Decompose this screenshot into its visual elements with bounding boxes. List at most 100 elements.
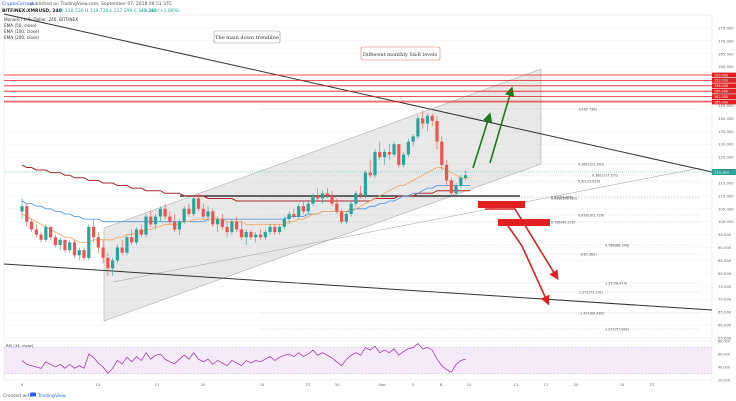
bearish-arrow-2: [507, 225, 550, 306]
candle-body: [87, 226, 91, 258]
candle-body: [292, 213, 296, 217]
fib-label: 0.5(109.465): [551, 195, 574, 199]
price-axis: 55.000 60.000 65.000 70.000 75.000 80.000 85.0…: [718, 25, 734, 340]
rsi-tick-label: 80.000: [718, 339, 730, 343]
sr-tag: [712, 83, 736, 89]
candle-body: [120, 247, 124, 253]
rsi-tick-label: 40.000: [718, 365, 730, 369]
ohlc-values: O 118.530 H 119.720 L 117.290 C 118.380: [60, 8, 157, 14]
x-tick-label: 27: [306, 382, 311, 387]
current-price-tag: [712, 169, 736, 175]
candle-body: [464, 175, 468, 178]
rsi-label: RSI (14, close): [6, 343, 34, 348]
x-tick-label: 17: [544, 382, 549, 387]
candle-body: [111, 260, 115, 269]
sr-tag: [712, 94, 736, 99]
ema50-line: [21, 167, 471, 243]
candle-body: [320, 193, 325, 199]
candle-body: [406, 141, 410, 155]
author-name[interactable]: CryptoCerrant: [2, 1, 34, 7]
candle-body: [411, 136, 415, 142]
bullish-arrow-1: [472, 112, 493, 169]
candle-body: [77, 250, 81, 256]
candle-body: [258, 234, 263, 238]
candle-body: [158, 208, 162, 217]
candle-body: [82, 250, 86, 258]
candle-body: [192, 198, 196, 214]
sr-tag: [712, 99, 736, 105]
candle-body: [187, 208, 191, 214]
candle-body: [277, 226, 282, 233]
y-tick-label: 110.000: [718, 193, 734, 198]
candle-body: [125, 237, 129, 253]
candles: [20, 110, 468, 276]
sr-tag: [712, 88, 736, 94]
candle-body: [34, 229, 38, 235]
rsi-pane: RSI (14, close) 80.000 60.000 40.000 20.000: [3, 339, 730, 382]
candle-body: [316, 195, 320, 199]
candle-body: [173, 221, 177, 230]
candle-body: [149, 216, 153, 225]
current-price-label: 118.380: [714, 171, 730, 175]
y-tick-label: 170.000: [718, 38, 734, 43]
candle-body: [454, 185, 458, 194]
indicator-legend: Monero / U.S. Dollar, 240, BITFINEX EMA …: [4, 17, 78, 40]
legend-ema200: EMA (200, close): [4, 35, 40, 40]
tradingview-brand[interactable]: TradingView: [37, 393, 66, 399]
fib-label: 1.272(73.191): [579, 290, 604, 294]
sr-levels-label: Different monthly S&R levels: [363, 52, 438, 58]
y-tick-label: 65.000: [718, 310, 732, 315]
y-tick-label: 150.000: [718, 90, 734, 95]
fib-label: 1(87.382): [580, 252, 597, 256]
sr-tag-label: 165.000: [714, 100, 728, 104]
legend-ema50: EMA (50, close): [4, 23, 37, 28]
rsi-line: [21, 343, 466, 375]
candle-body: [273, 226, 277, 233]
candle-body: [249, 232, 253, 238]
candle-body: [344, 213, 348, 222]
candle-body: [72, 242, 77, 256]
candle-body: [311, 195, 315, 204]
footer: Created with TradingView: [3, 392, 66, 399]
candle-body: [101, 247, 105, 258]
y-tick-label: 75.000: [718, 284, 732, 289]
candle-body: [325, 193, 329, 196]
sr-tag-label: 159.000: [714, 90, 728, 94]
rsi-tick-label: 60.000: [718, 352, 730, 356]
candle-body: [220, 219, 224, 227]
candle-body: [402, 154, 406, 165]
main-trendline-callout: The main down trendline: [213, 30, 281, 44]
candle-body: [25, 206, 29, 222]
candle-body: [177, 221, 182, 230]
y-tick-label: 175.000: [718, 25, 734, 30]
x-tick-label: 5: [412, 382, 415, 387]
moving-averages: [21, 164, 471, 243]
candle-body: [349, 203, 353, 214]
rsi-band: [4, 347, 712, 374]
publish-info: published on TradingView.com, September …: [30, 1, 172, 7]
sr-tag: [712, 78, 736, 83]
candle-body: [196, 198, 201, 209]
y-tick-label: 120.000: [718, 168, 734, 173]
x-tick-label: 10: [467, 382, 472, 387]
bullish-arrow-2: [489, 86, 515, 164]
candle-body: [435, 120, 439, 142]
candle-body: [134, 229, 139, 243]
candle-body: [263, 232, 267, 238]
y-tick-label: 165.000: [718, 51, 734, 56]
sr-tag: [712, 72, 736, 78]
x-tick-label: 9: [21, 382, 24, 387]
candle-body: [301, 206, 306, 212]
candle-body: [182, 208, 186, 222]
y-tick-label: 70.000: [718, 297, 732, 302]
main-down-trendline: [3, 13, 713, 173]
created-with-label: Created with: [3, 393, 32, 399]
ema200-line: [21, 164, 471, 202]
y-tick-label: 155.000: [718, 77, 734, 82]
x-tick-label: Sep: [378, 382, 386, 387]
y-tick-label: 135.000: [718, 129, 734, 134]
candle-body: [91, 226, 96, 238]
x-tick-label: 13: [514, 382, 519, 387]
legend-ema100: EMA (100, close): [4, 29, 40, 34]
